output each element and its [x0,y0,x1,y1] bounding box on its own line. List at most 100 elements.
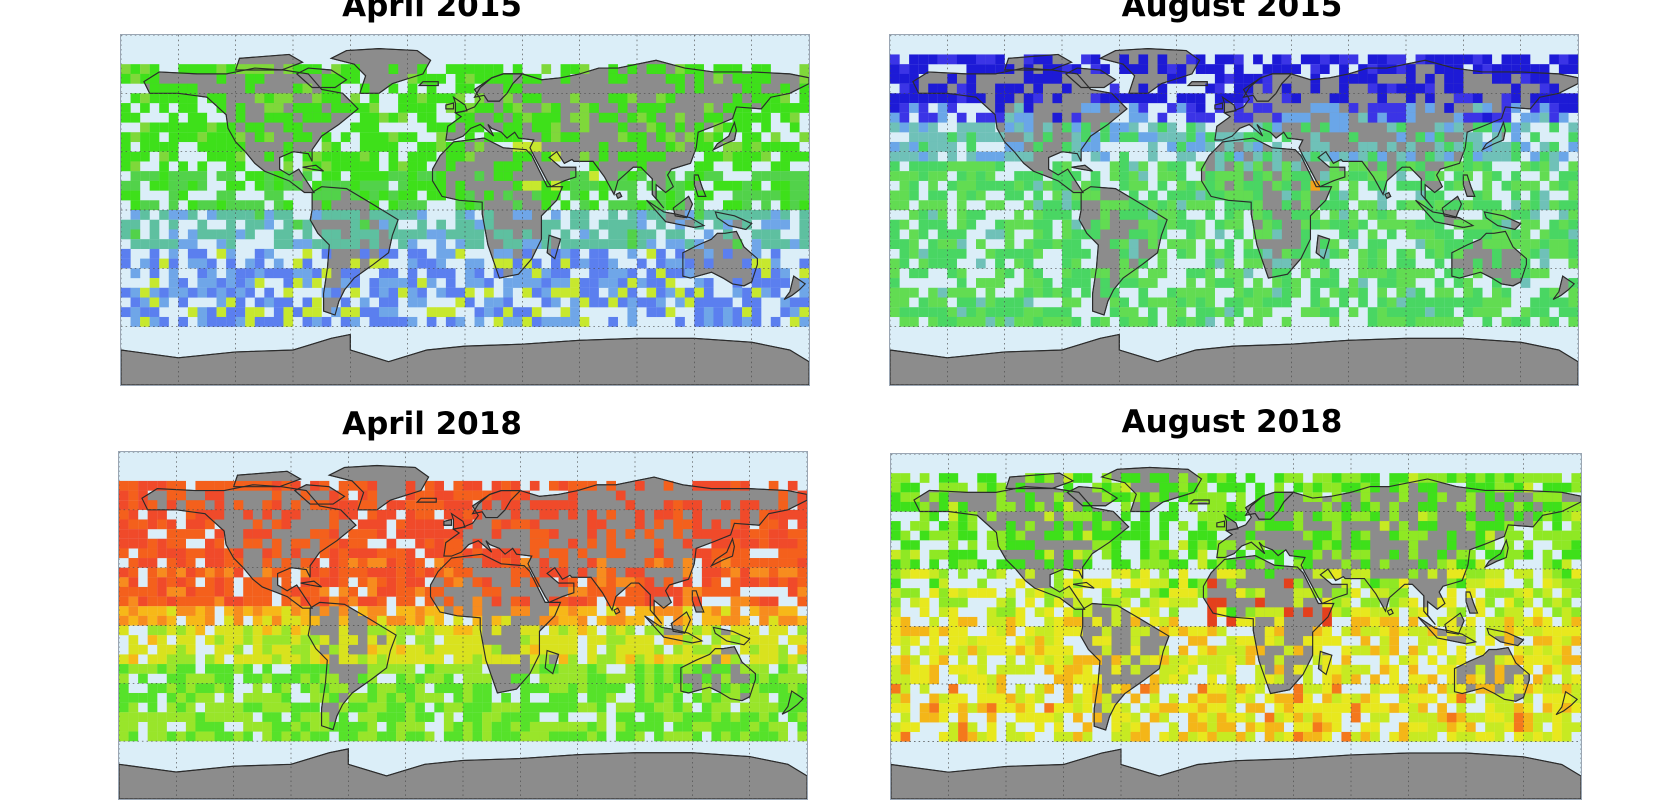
data-cell [1138,297,1149,308]
data-cell [1558,103,1569,113]
data-cell [1389,616,1400,627]
data-cell [214,702,225,713]
data-cell [703,278,714,288]
data-cell [730,548,741,559]
data-cell [1255,559,1265,570]
coastline-new-zealand [781,690,805,715]
data-cell [1415,268,1426,279]
data-cell [1128,122,1139,133]
data-cell [1425,239,1435,249]
coastline-eurasia [443,476,807,624]
data-cell [1168,511,1179,522]
data-cell [1197,521,1208,531]
data-cell [596,692,607,703]
data-cell [1159,569,1170,579]
data-cell [1492,287,1502,298]
data-cell [405,558,416,568]
data-cell [501,702,511,713]
data-cell [1023,258,1034,269]
data-cell [797,567,807,578]
data-cell [1492,141,1502,152]
data-cell [1243,268,1254,279]
data-cell [1207,578,1217,589]
data-cell [1329,307,1340,318]
data-cell [713,219,724,230]
data-cell [445,287,456,298]
data-cell [1176,141,1187,152]
data-cell [357,673,368,684]
data-cell [761,278,771,288]
data-cell [596,615,607,626]
data-cell [1101,597,1112,608]
data-cell [606,586,616,597]
data-cell [617,200,628,211]
data-cell [646,122,657,133]
data-cell [1101,530,1112,541]
data-cell [900,636,911,646]
data-cell [1312,569,1323,579]
data-cell [291,712,301,722]
data-cell [216,307,227,318]
data-cell [1339,171,1349,181]
data-cell [1291,248,1301,259]
data-cell [1571,636,1581,646]
data-cell [1453,83,1464,94]
data-cell [1081,268,1091,279]
data-cell [510,702,521,713]
data-cell [1291,112,1301,123]
data-cell [205,635,215,645]
data-cell [147,615,158,626]
data-cell [271,567,282,578]
data-cell [1530,93,1540,104]
data-cell [1482,200,1493,211]
data-cell [205,596,215,607]
data-cell [768,644,779,655]
data-cell [386,625,397,636]
data-cell [1033,268,1043,279]
data-cell [1406,219,1416,230]
data-cell [1062,180,1072,191]
data-cell [711,538,722,549]
data-cell [455,229,466,240]
data-cell [703,112,714,123]
data-cell [271,644,282,655]
data-cell [1358,161,1368,172]
data-cell [1062,316,1072,327]
data-cell [338,635,349,645]
data-cell [168,287,179,298]
data-cell [252,519,263,530]
data-cell [195,712,206,722]
data-cell [529,480,540,491]
data-cell [976,316,986,327]
data-cell [168,112,179,123]
data-cell [1453,122,1464,133]
data-cell [130,190,141,201]
data-cell [205,519,215,530]
data-cell [1494,482,1505,493]
data-cell [1109,132,1120,143]
coastline-south-america [309,186,399,316]
data-cell [291,606,301,616]
data-cell [958,549,968,560]
data-cell [417,171,427,181]
data-cell [243,529,253,539]
data-cell [1466,511,1476,522]
data-cell [732,112,743,123]
data-cell [890,258,900,269]
data-cell [549,500,559,510]
data-cell [1482,239,1493,249]
data-cell [1482,210,1493,220]
data-cell [1415,316,1426,327]
data-cell [675,287,685,298]
data-cell [1472,219,1483,230]
data-cell [1023,248,1034,259]
data-cell [732,103,743,113]
data-cell [1367,200,1378,211]
data-cell [742,132,752,143]
data-cell [166,673,177,684]
data-cell [761,200,771,211]
data-cell [1561,588,1572,598]
data-cell [1453,297,1464,308]
data-cell [293,64,303,74]
data-cell [656,122,666,133]
